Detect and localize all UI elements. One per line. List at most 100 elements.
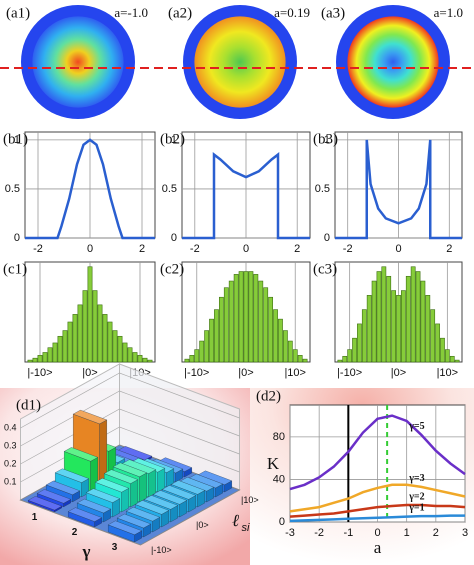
bar xyxy=(371,280,377,363)
bar xyxy=(228,280,234,363)
gamma-tick-label: 3 xyxy=(112,542,118,553)
bar xyxy=(47,347,53,363)
bar-top xyxy=(63,447,99,462)
bar xyxy=(122,342,128,363)
x-tick-label: -1 xyxy=(343,527,353,539)
bar xyxy=(258,280,264,363)
bar xyxy=(415,271,421,363)
grid-line xyxy=(20,390,240,447)
axis-label: ℓ xyxy=(232,511,239,530)
panel-label: (d2) xyxy=(256,388,281,404)
disk-field xyxy=(347,16,439,108)
z-tick-label: 0.4 xyxy=(4,422,17,432)
x-tick-label: |-10> xyxy=(184,367,209,379)
l-tick-label: |10> xyxy=(241,495,259,505)
y-tick-label: 1 xyxy=(14,134,20,146)
bar xyxy=(92,290,98,363)
bar xyxy=(435,323,440,363)
bar xyxy=(87,266,93,363)
x-tick-label: 1 xyxy=(404,527,410,539)
bar-top xyxy=(54,468,90,483)
grid-line xyxy=(20,426,240,483)
axis-label: γ xyxy=(82,542,91,561)
bar xyxy=(112,330,118,363)
bar xyxy=(381,266,387,363)
x-tick-label: |0> xyxy=(391,367,406,379)
bar-top xyxy=(170,480,206,495)
bar-top xyxy=(107,520,143,535)
panel-label: (d1) xyxy=(16,397,41,413)
bar xyxy=(117,335,123,363)
panel-label: (a3) xyxy=(321,5,345,21)
bar xyxy=(97,304,103,363)
bar xyxy=(302,358,308,363)
bar-top xyxy=(67,507,103,522)
bar xyxy=(62,330,68,363)
bar-top xyxy=(112,462,148,477)
annotation: a=-1.0 xyxy=(114,5,148,20)
series-label: γ=1 xyxy=(408,502,424,513)
bar xyxy=(287,340,293,363)
series-line xyxy=(289,483,466,513)
y-tick-label: 0 xyxy=(279,516,285,528)
bar xyxy=(107,321,113,363)
x-tick-label: |0> xyxy=(238,367,253,379)
x-tick-label: |-10> xyxy=(337,367,362,379)
panel-label: (b2) xyxy=(160,131,185,147)
x-tick-label: 0 xyxy=(87,243,93,255)
bar-top xyxy=(152,490,188,505)
x-tick-label: |10> xyxy=(284,367,306,379)
x-tick-label: 0 xyxy=(243,243,249,255)
panel-label: (b3) xyxy=(313,131,338,147)
bar xyxy=(430,309,436,363)
annotation: a=0.19 xyxy=(274,5,310,20)
bar xyxy=(292,349,298,363)
bar xyxy=(72,314,78,363)
bar xyxy=(440,337,445,363)
bar xyxy=(184,358,190,363)
axis-label: K xyxy=(267,454,280,473)
bar-top xyxy=(125,507,161,522)
gamma-tick-label: 1 xyxy=(32,512,38,523)
bar-top xyxy=(134,500,170,515)
bar xyxy=(214,309,219,363)
bar xyxy=(420,280,426,363)
bar-top xyxy=(143,495,179,510)
bar xyxy=(268,296,274,363)
bar xyxy=(376,271,382,363)
y-tick-label: 80 xyxy=(273,431,285,443)
profile-line xyxy=(335,139,462,240)
bar-top xyxy=(85,488,121,503)
bar xyxy=(401,290,406,363)
bar xyxy=(248,271,254,363)
bar xyxy=(396,295,401,363)
bar xyxy=(391,290,396,363)
panel-label: (a1) xyxy=(6,5,30,21)
series-label: γ=5 xyxy=(408,421,424,432)
bar xyxy=(352,337,357,363)
bar-top xyxy=(103,469,139,484)
bar xyxy=(449,355,455,363)
bar xyxy=(454,359,460,363)
axis-label-sub: si xyxy=(242,522,251,534)
bar-3d xyxy=(67,507,103,528)
bar xyxy=(361,309,367,363)
bar xyxy=(223,287,229,363)
x-tick-label: 0 xyxy=(374,527,380,539)
y-tick-label: 0 xyxy=(324,232,330,244)
series-label: γ=3 xyxy=(408,473,424,484)
grid-line xyxy=(20,408,240,465)
x-tick-label: -2 xyxy=(190,243,200,255)
bar xyxy=(273,309,278,363)
bar-top xyxy=(94,478,130,493)
x-tick-label: 2 xyxy=(446,243,452,255)
bar xyxy=(199,340,205,363)
bar xyxy=(357,323,362,363)
x-tick-label: -2 xyxy=(33,243,43,255)
bar-face xyxy=(139,472,147,503)
bar xyxy=(52,342,58,363)
bar xyxy=(282,330,288,363)
bar xyxy=(147,359,153,363)
